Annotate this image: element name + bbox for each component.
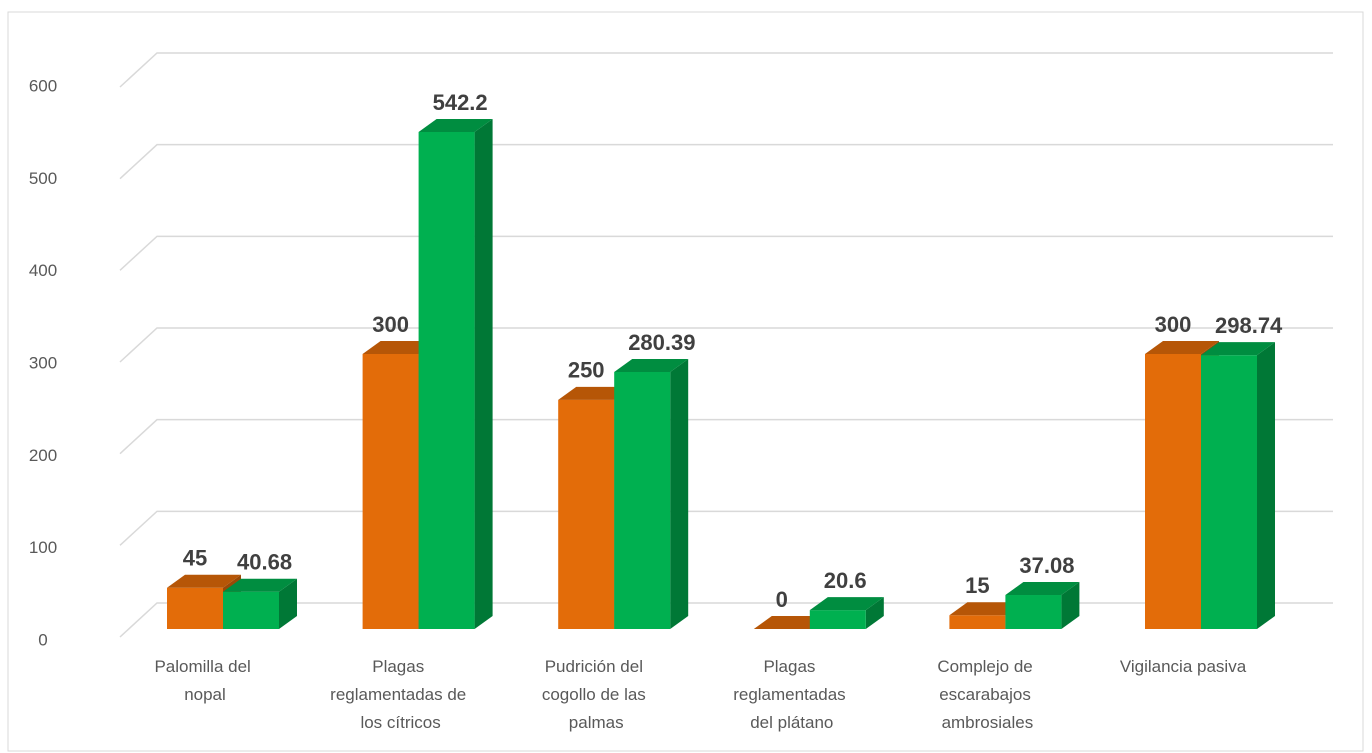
bar-front (1005, 595, 1062, 629)
bar-top (558, 386, 633, 400)
bar (1005, 582, 1080, 629)
x-tick-label: Palomilla del nopal (154, 657, 255, 704)
bar-top (614, 358, 689, 372)
x-tick-label: Vigilancia pasiva (1120, 657, 1247, 676)
bar (1201, 342, 1275, 629)
value-label: 0 (776, 587, 788, 612)
value-label: 37.08 (1019, 553, 1074, 578)
value-label: 40.68 (237, 550, 292, 575)
bar-front (1145, 354, 1201, 629)
bar-top (362, 341, 437, 354)
bar-top (949, 602, 1024, 616)
y-tick-label: 300 (29, 353, 57, 372)
value-label: 250 (568, 358, 605, 383)
bar-side (670, 358, 689, 629)
bar-front (1201, 355, 1257, 629)
value-label: 298.74 (1215, 313, 1283, 338)
bar-front (418, 131, 475, 629)
value-label: 20.6 (824, 568, 867, 593)
bar-side (1061, 582, 1080, 629)
bar (753, 616, 828, 629)
bar-front (167, 587, 223, 629)
bar-front (809, 610, 866, 629)
bar (418, 118, 493, 629)
bar-top (223, 578, 297, 592)
bar-top (167, 574, 241, 588)
bar-front (949, 615, 1006, 629)
y-tick-label: 0 (38, 630, 47, 649)
bar-top (1005, 582, 1080, 596)
value-label: 542.2 (433, 90, 488, 115)
bar-side (1257, 342, 1275, 629)
y-tick-label: 400 (29, 261, 57, 280)
bar-front (558, 399, 615, 629)
bar-side (279, 578, 297, 629)
x-tick-label: Pudrición del cogollo de las palmas (542, 657, 651, 732)
y-tick-label: 100 (29, 538, 57, 557)
bar-front (223, 591, 279, 629)
bar-top (1145, 341, 1219, 354)
x-tick-label: Plagas reglamentadas de los cítricos (330, 657, 471, 732)
bar-front (614, 371, 671, 629)
value-label: 15 (965, 573, 989, 598)
grid-line (119, 418, 1333, 455)
bar-top (1201, 342, 1275, 356)
bar-side (865, 597, 884, 629)
x-tick-label: Plagas reglamentadas del plátano (733, 657, 850, 732)
bar-top (753, 616, 828, 629)
value-label: 300 (1155, 312, 1192, 337)
y-tick-label: 600 (29, 76, 57, 95)
x-tick-label: Complejo de escarabajos ambrosiales (937, 657, 1037, 732)
grid-line (119, 143, 1333, 180)
grid-line (119, 52, 1333, 88)
grid-line (119, 235, 1333, 271)
bar-side (474, 118, 493, 629)
bar (614, 358, 689, 629)
value-label: 45 (183, 546, 207, 571)
bar-top (809, 597, 884, 611)
y-tick-label: 500 (29, 169, 57, 188)
bar (809, 597, 884, 629)
bar-front (362, 354, 419, 629)
grid-line (119, 602, 1333, 638)
grid-line (119, 510, 1333, 546)
value-label: 300 (372, 312, 409, 337)
bar (223, 578, 297, 629)
bar-top (418, 118, 493, 132)
value-label: 280.39 (628, 330, 695, 355)
grid-line (119, 327, 1333, 363)
y-tick-label: 200 (29, 446, 57, 465)
